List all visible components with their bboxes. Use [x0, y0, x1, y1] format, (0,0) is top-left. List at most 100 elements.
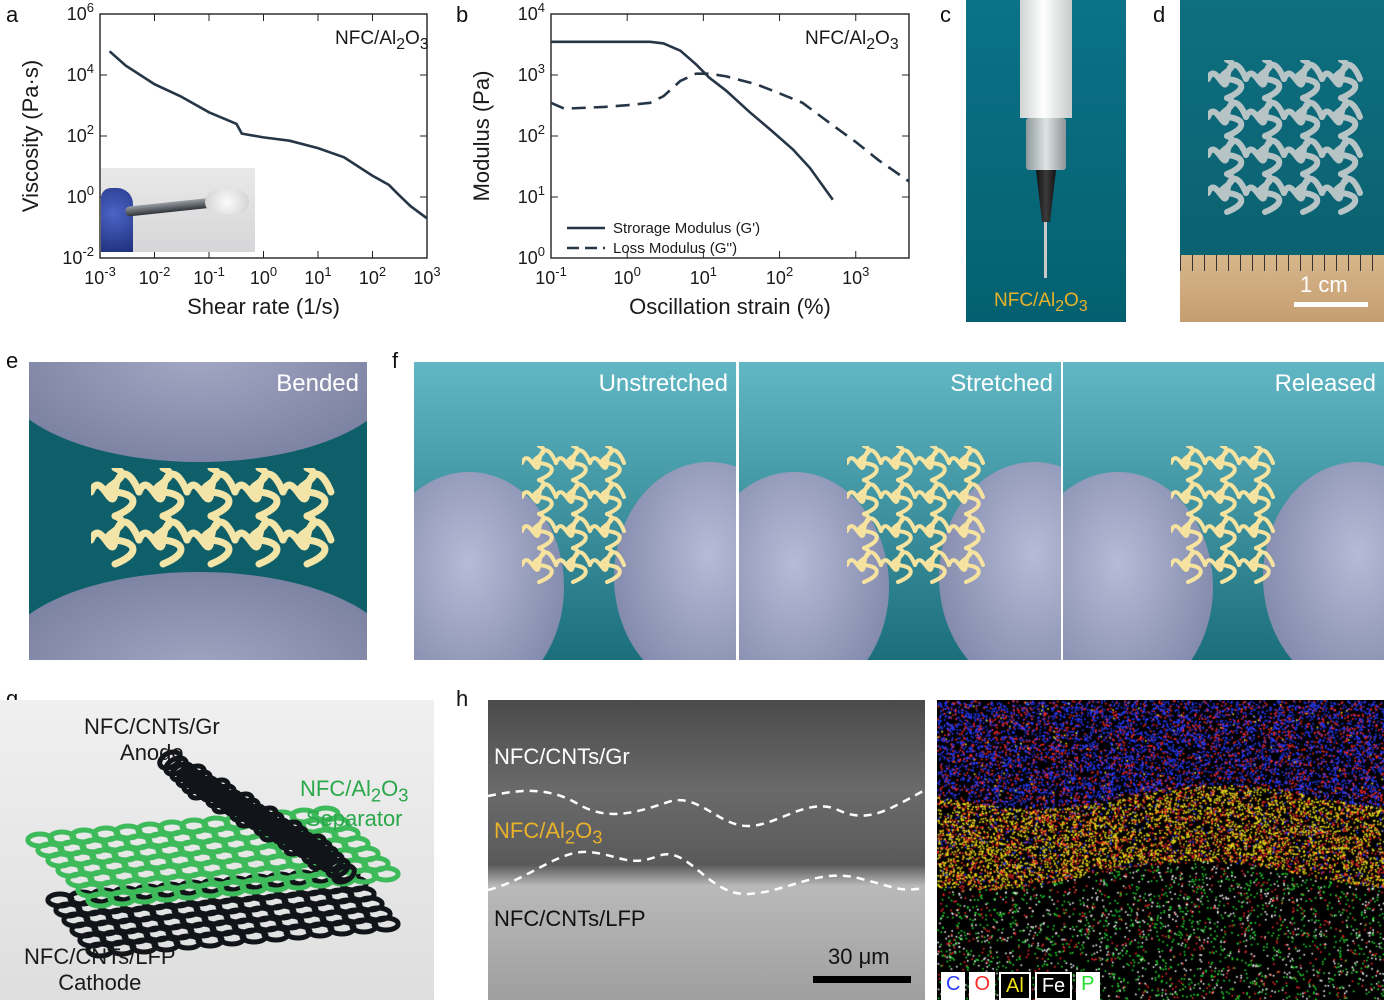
- pattern-strand: [1256, 60, 1283, 101]
- x-tick-label: 10-2: [139, 264, 171, 288]
- cathode-label: NFC/CNTs/LFP Cathode: [24, 944, 176, 996]
- bended-label: Bended: [276, 370, 359, 397]
- y-tick-label: 103: [518, 61, 545, 85]
- eds-legend-fe: Fe: [1034, 972, 1073, 1000]
- pattern-strand: [857, 546, 879, 584]
- pattern-strand: [600, 446, 622, 482]
- tag-mid: O: [875, 28, 890, 49]
- pattern-strand: [1181, 512, 1203, 550]
- anode-loop: [331, 863, 357, 885]
- syringe-caption: NFC/Al2O3: [994, 290, 1088, 316]
- pattern-strand: [1332, 171, 1359, 215]
- pattern-strand: [925, 512, 947, 550]
- anode-loop: [253, 815, 279, 837]
- pattern-strand: [104, 468, 137, 520]
- pattern-strand: [1249, 546, 1271, 584]
- tag-text: NFC/Al: [805, 28, 867, 49]
- x-tick-label: 10-1: [193, 264, 225, 288]
- cathode-line1: NFC/CNTs/LFP: [24, 944, 176, 969]
- pattern-strand: [1215, 546, 1237, 584]
- pattern-strand: [1256, 95, 1283, 139]
- tag-mid: O: [405, 28, 420, 49]
- sep-line1: NFC/Al2O3: [300, 776, 408, 806]
- pattern-strand: [532, 546, 554, 584]
- x-tick-label: 100: [250, 264, 277, 288]
- stretch-label: Released: [1274, 370, 1376, 397]
- pattern-strand: [532, 478, 554, 516]
- pattern-strand: [566, 546, 588, 584]
- pattern-strand: [600, 546, 622, 584]
- eds-legend-p: P: [1076, 972, 1100, 1000]
- anode-loop: [283, 835, 309, 857]
- anode-label: NFC/CNTs/Gr Anode: [84, 714, 220, 766]
- mid-sub: 2: [564, 826, 576, 848]
- y-tick-label: 100: [518, 244, 545, 268]
- caption-mid: O: [1064, 290, 1079, 311]
- pattern-strand: [1215, 478, 1237, 516]
- pattern-strand: [857, 512, 879, 550]
- x-tick-label: 10-1: [535, 264, 567, 288]
- x-tick-label: 10-3: [84, 264, 116, 288]
- x-tick-label: 101: [304, 264, 331, 288]
- mid-text: NFC/Al: [494, 818, 565, 843]
- panel-a-material-tag: NFC/Al2O3: [335, 28, 429, 54]
- anode-loop: [229, 801, 255, 823]
- syringe-barrel: [1020, 0, 1072, 118]
- pattern-strand: [891, 478, 913, 516]
- panel-d-letter: d: [1153, 2, 1166, 27]
- pattern-strand: [200, 468, 233, 520]
- pattern-strand: [1256, 171, 1283, 215]
- pattern-strand: [1181, 546, 1203, 584]
- viscosity-chart: 10-3 10-2 10-1 100 101 102 10310-2100102104106…: [18, 0, 441, 319]
- pattern-strand: [1294, 171, 1321, 215]
- finger-top: [29, 362, 367, 462]
- pattern-strand: [959, 446, 981, 482]
- eds-dots: [937, 700, 1384, 1000]
- stretch-photo-1: Stretched: [739, 362, 1061, 660]
- pattern-strand: [1294, 133, 1321, 177]
- panel-b-material-tag: NFC/Al2O3: [805, 28, 899, 54]
- tag-sub: 2: [396, 35, 406, 53]
- finger-right: [1263, 462, 1384, 660]
- anode-loop: [325, 857, 351, 879]
- tweezer-shape: [124, 197, 218, 217]
- anode-loop: [301, 843, 327, 865]
- mid-o: O: [575, 818, 593, 843]
- stretch-pattern: [522, 446, 626, 584]
- sem-top-layer: NFC/CNTs/Gr: [494, 744, 630, 769]
- sep-line2: Separator: [305, 806, 403, 832]
- pattern-strand: [600, 512, 622, 550]
- caption-sub: 2: [1055, 297, 1065, 315]
- pattern-strand: [857, 478, 879, 516]
- finger-bottom: [29, 572, 367, 660]
- pattern-strand: [925, 478, 947, 516]
- needle: [1044, 222, 1047, 278]
- x-tick-label: 102: [766, 264, 793, 288]
- eds-legend-al: Al: [999, 972, 1031, 1000]
- x-tick-label: 101: [690, 264, 717, 288]
- legend-label-0: Strorage Modulus (G'): [613, 220, 760, 237]
- eds-legend-o: O: [969, 972, 996, 1000]
- panel-a-letter: a: [6, 2, 19, 27]
- syringe-connector: [1026, 118, 1066, 170]
- y-tick-label: 104: [518, 0, 545, 24]
- stretch-pattern: [847, 446, 985, 584]
- pattern-strand: [959, 512, 981, 550]
- pattern-strand: [566, 478, 588, 516]
- stretch-photo-0: Unstretched: [414, 362, 736, 660]
- anode-loop: [277, 829, 303, 851]
- y-axis-label: Viscosity (Pa·s): [18, 60, 43, 212]
- stretch-pattern: [1171, 446, 1275, 584]
- anode-loop: [259, 821, 285, 843]
- anode-loop: [211, 793, 237, 815]
- pattern-strand: [152, 468, 185, 520]
- anode-loop: [235, 807, 261, 829]
- pattern-strand: [296, 512, 329, 568]
- sem-image: NFC/CNTs/Gr NFC/Al2O3 NFC/CNTs/LFP 30 μm: [488, 700, 925, 1000]
- finger-right: [614, 462, 736, 660]
- pattern-strand: [1181, 478, 1203, 516]
- panel-h-letter: h: [456, 686, 469, 711]
- pattern-strand: [1181, 446, 1203, 482]
- series-line-0: [551, 40, 834, 201]
- pattern-strand: [1218, 60, 1245, 101]
